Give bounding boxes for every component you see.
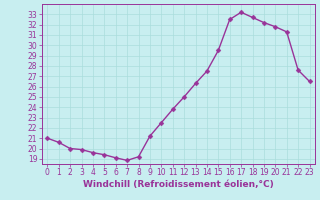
X-axis label: Windchill (Refroidissement éolien,°C): Windchill (Refroidissement éolien,°C): [83, 180, 274, 189]
